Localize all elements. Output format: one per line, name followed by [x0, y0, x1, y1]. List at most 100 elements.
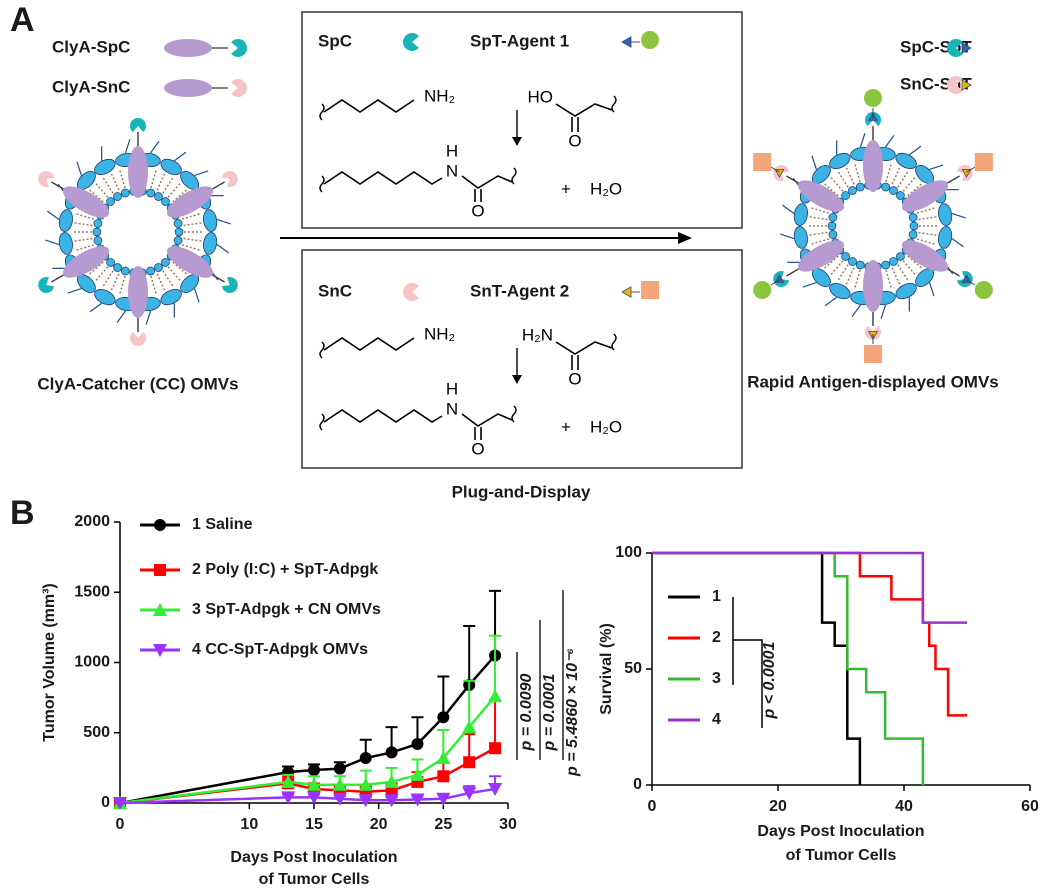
lps-chain — [216, 244, 229, 254]
x-tick-label: 40 — [895, 798, 913, 815]
linker — [770, 279, 780, 286]
linker — [966, 166, 976, 173]
annotation: p = 0.0001 — [541, 673, 558, 751]
clya-icon — [164, 79, 212, 97]
marker — [488, 782, 503, 796]
lps-chain — [782, 204, 795, 214]
lipid-head — [841, 191, 850, 200]
agent-icon — [974, 153, 993, 171]
lipid-tail — [181, 244, 202, 252]
agent-icon — [864, 89, 882, 107]
linker — [51, 181, 64, 190]
lipid-tail — [167, 181, 182, 198]
lipid-head — [828, 230, 838, 239]
lipid-tail — [109, 171, 120, 191]
marker — [281, 774, 296, 788]
lipid-tail — [807, 231, 828, 237]
catcher-icon — [221, 277, 238, 293]
reaction-box — [301, 11, 743, 229]
clya — [128, 266, 148, 318]
catcher-icon — [947, 75, 963, 95]
legend-marker — [153, 644, 167, 657]
lps-chain — [951, 212, 966, 219]
legend-label: 4 — [712, 711, 721, 728]
agent-icon — [864, 345, 882, 363]
marker — [463, 756, 476, 769]
y-tick-label: 50 — [624, 660, 642, 677]
agent-icon — [641, 281, 659, 299]
wavy-bond — [319, 175, 325, 193]
lipid-tail — [183, 237, 204, 243]
lipid-head — [106, 258, 115, 267]
clya — [128, 146, 148, 198]
tag-icon — [961, 79, 972, 91]
lipid-head — [896, 191, 905, 200]
legend-label: ClyA-SpC — [52, 37, 130, 56]
marker — [462, 787, 477, 801]
lipid-tail — [897, 264, 910, 282]
lipid-head — [146, 266, 156, 276]
series-line — [119, 787, 496, 805]
lipid-tail — [94, 181, 109, 198]
lipid-tail — [902, 260, 917, 277]
catcher-icon — [403, 283, 419, 302]
lipid-tail — [156, 171, 167, 191]
marker — [332, 777, 347, 791]
lps-head — [160, 288, 182, 306]
x-tick-label: 0 — [116, 816, 125, 833]
lps-chain — [880, 304, 887, 319]
y-tick-label: 1000 — [74, 654, 110, 671]
lipid-tail — [836, 170, 849, 188]
agent-icon — [753, 281, 772, 299]
lipid-tail — [74, 212, 95, 220]
lps-head — [895, 152, 917, 170]
y-tick-label: 0 — [101, 794, 110, 811]
x-tick-label: 0 — [648, 798, 657, 815]
lps-head — [895, 282, 917, 300]
lipid-head — [889, 257, 898, 266]
catcher-icon — [403, 33, 419, 52]
series-line — [652, 551, 967, 624]
lipid-tail — [891, 267, 902, 287]
chem-atom: NH₂ — [424, 86, 455, 105]
marker — [385, 746, 398, 759]
catcher-label: SnC — [318, 281, 352, 300]
lps-head — [938, 226, 953, 249]
error-bar — [489, 699, 502, 749]
lps-head — [829, 282, 851, 300]
lps-head — [203, 232, 218, 255]
lps-chain — [859, 133, 866, 148]
chem-atom: O — [568, 369, 581, 388]
lipid-tail — [162, 176, 175, 194]
lipid-head — [173, 236, 183, 245]
linker — [770, 166, 780, 173]
x-axis-label: of Tumor Cells — [786, 847, 897, 864]
catcher-icon — [221, 171, 238, 187]
marker — [384, 794, 399, 808]
lipid-tail — [809, 238, 830, 246]
marker — [113, 797, 127, 810]
process-label: Plug-and-Display — [452, 482, 591, 501]
wavy-bond — [611, 95, 617, 113]
lipid-tail — [829, 175, 844, 192]
reaction-box — [301, 249, 743, 469]
lps-chain — [124, 139, 131, 154]
lps-chain — [194, 170, 209, 177]
legend-label: 1 Saline — [192, 516, 253, 533]
catcher-icon — [130, 331, 146, 346]
y-tick-label: 500 — [83, 724, 110, 741]
marker — [411, 737, 424, 750]
x-tick-label: 60 — [1021, 798, 1039, 815]
marker — [437, 770, 450, 783]
linker — [212, 274, 225, 283]
lipid-head — [855, 260, 865, 270]
lps-chain — [89, 302, 103, 313]
tag-icon — [774, 169, 785, 178]
marker — [384, 774, 399, 788]
lipid-head — [93, 219, 103, 228]
wavy-bond — [319, 341, 325, 359]
marker — [358, 794, 373, 808]
x-tick-label: 25 — [434, 816, 452, 833]
marker — [410, 767, 425, 781]
lps-head — [793, 203, 808, 226]
